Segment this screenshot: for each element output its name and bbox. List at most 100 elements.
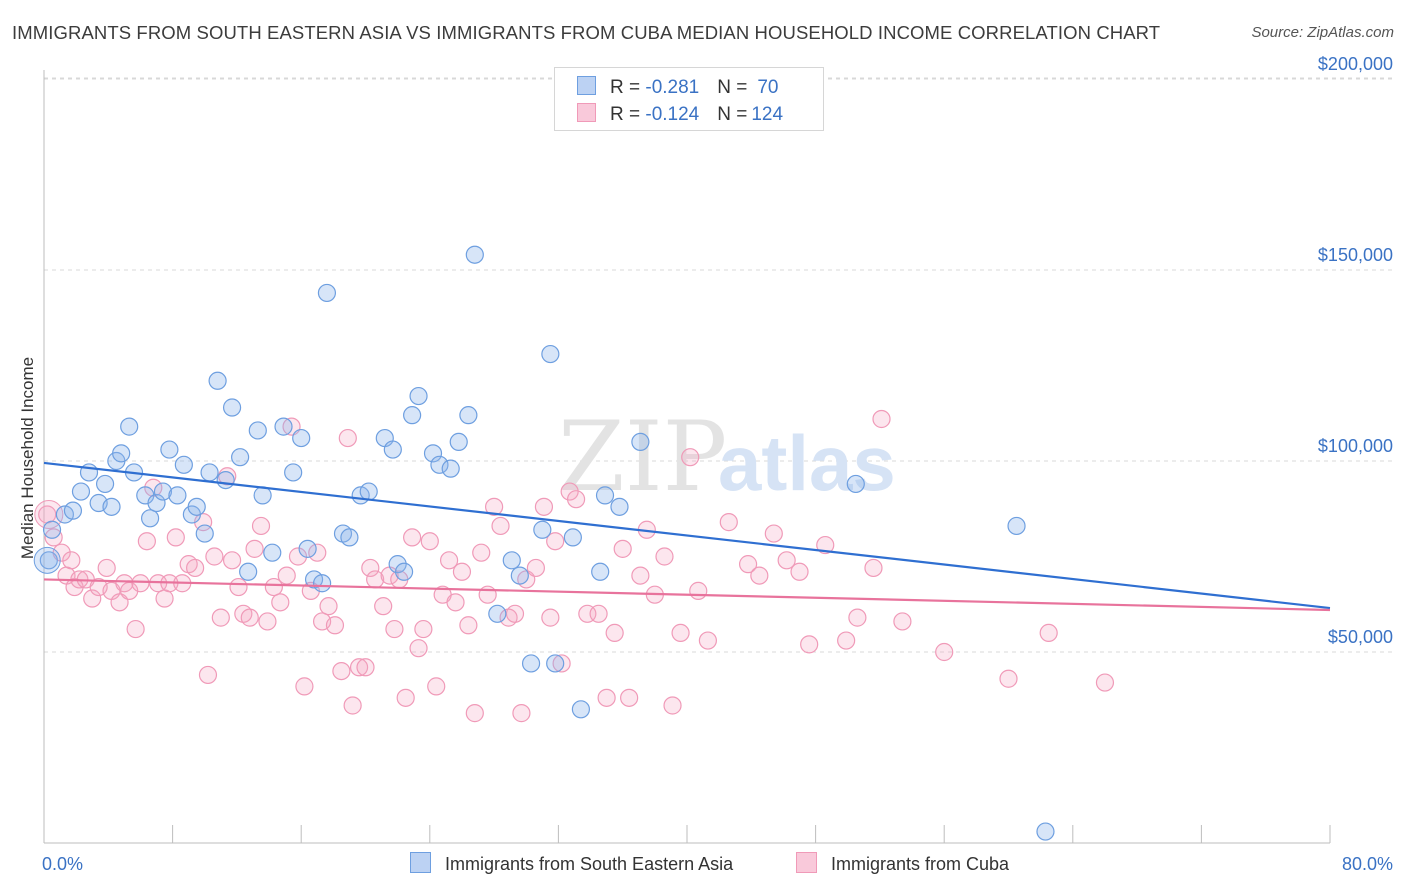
cuba-point [681, 448, 700, 467]
sea-point [312, 574, 332, 593]
cuba-point [126, 619, 145, 639]
cuba-point [62, 551, 81, 570]
cuba-point [420, 532, 439, 551]
cuba-point [848, 608, 867, 627]
sea-point [409, 386, 428, 406]
cuba-point [655, 547, 674, 566]
cuba-point [356, 658, 375, 677]
sea-point [521, 654, 541, 673]
sea-point [359, 482, 378, 501]
cuba-point [485, 497, 504, 516]
cuba-point [166, 528, 185, 547]
sea-point [160, 440, 179, 459]
cuba-point [689, 581, 708, 600]
series-label-cuba: Immigrants from Cuba [831, 854, 1010, 874]
cuba-point [465, 704, 484, 723]
sea-point [39, 551, 58, 570]
cuba-point [385, 619, 404, 639]
cuba-point [277, 566, 296, 585]
cuba-point [864, 558, 883, 578]
cuba-point [613, 539, 632, 558]
legend-n-label: N = [717, 104, 748, 125]
sea-point [394, 562, 414, 581]
sea-point [502, 551, 521, 570]
sea-point [449, 432, 468, 451]
sea-point [168, 486, 187, 505]
sea-point [292, 428, 311, 448]
sea-point [208, 371, 227, 390]
legend-row-sea: R = -0.281 N = 70 [577, 76, 779, 99]
cuba-point [403, 528, 422, 547]
sea-point [216, 471, 235, 490]
cuba-point [999, 669, 1018, 688]
cuba-point [800, 635, 819, 654]
sea-point [71, 482, 91, 501]
cuba-point [288, 547, 308, 566]
sea-point [1036, 822, 1055, 841]
sea-point [147, 493, 166, 513]
sea-points [33, 245, 1055, 841]
sea-point [263, 543, 282, 562]
sea-point [174, 455, 193, 474]
legend-n-label: N = [717, 77, 748, 98]
sea-point [610, 497, 629, 516]
cuba-point [251, 516, 271, 536]
cuba-point [472, 543, 491, 562]
cuba-point [893, 612, 912, 631]
cuba-point [631, 566, 650, 585]
cuba-point [211, 608, 230, 627]
cuba-point [719, 513, 738, 532]
cuba-point [790, 562, 809, 581]
legend-r-label: R = [610, 77, 646, 98]
legend-swatch-pink [577, 103, 596, 122]
sea-point [102, 497, 121, 516]
cuba-point [597, 688, 616, 707]
cuba-point [777, 551, 796, 570]
cuba-point [245, 539, 264, 558]
sea-point [284, 463, 303, 482]
cuba-point [620, 688, 639, 707]
series-swatch-blue [410, 852, 431, 873]
y-tick-label: $50,000 [1328, 627, 1393, 647]
sea-point [846, 474, 865, 494]
cuba-point [325, 616, 345, 635]
sea-point [187, 497, 206, 516]
watermark-atlas: atlas [718, 419, 896, 507]
y-tick-label: $100,000 [1318, 436, 1393, 456]
cuba-point [1039, 623, 1058, 643]
series-swatch-pink [796, 852, 817, 873]
sea-point [195, 524, 214, 543]
legend-r-label: R = [610, 104, 646, 125]
legend-r-value: -0.124 [645, 104, 700, 125]
sea-point [140, 509, 160, 528]
trend-lines [43, 461, 1331, 612]
cuba-point [526, 558, 545, 578]
sea-point [112, 444, 131, 463]
cuba-point [663, 696, 682, 715]
cuba-point [546, 532, 565, 551]
y-tick-label: $150,000 [1318, 245, 1393, 265]
cuba-point [44, 528, 63, 547]
cuba-point [459, 616, 478, 635]
cuba-point [349, 658, 369, 677]
cuba-point [738, 555, 758, 574]
cuba-point [186, 558, 205, 578]
cuba-point [837, 631, 856, 650]
cuba-point [589, 604, 608, 623]
cuba-point [750, 566, 769, 585]
cuba-point [308, 543, 327, 562]
cuba-point [552, 654, 571, 673]
cuba-point [872, 409, 891, 429]
cuba-point [671, 623, 690, 643]
sea-point [239, 562, 258, 581]
cuba-point [295, 677, 314, 696]
sea-point [340, 528, 359, 547]
sea-point [95, 474, 115, 494]
cuba-point [271, 593, 290, 612]
sea-point [120, 417, 139, 436]
sea-point [231, 448, 250, 467]
cuba-point [560, 482, 579, 501]
cuba-point [374, 597, 393, 616]
sea-point [595, 486, 615, 505]
sea-point [541, 344, 560, 364]
